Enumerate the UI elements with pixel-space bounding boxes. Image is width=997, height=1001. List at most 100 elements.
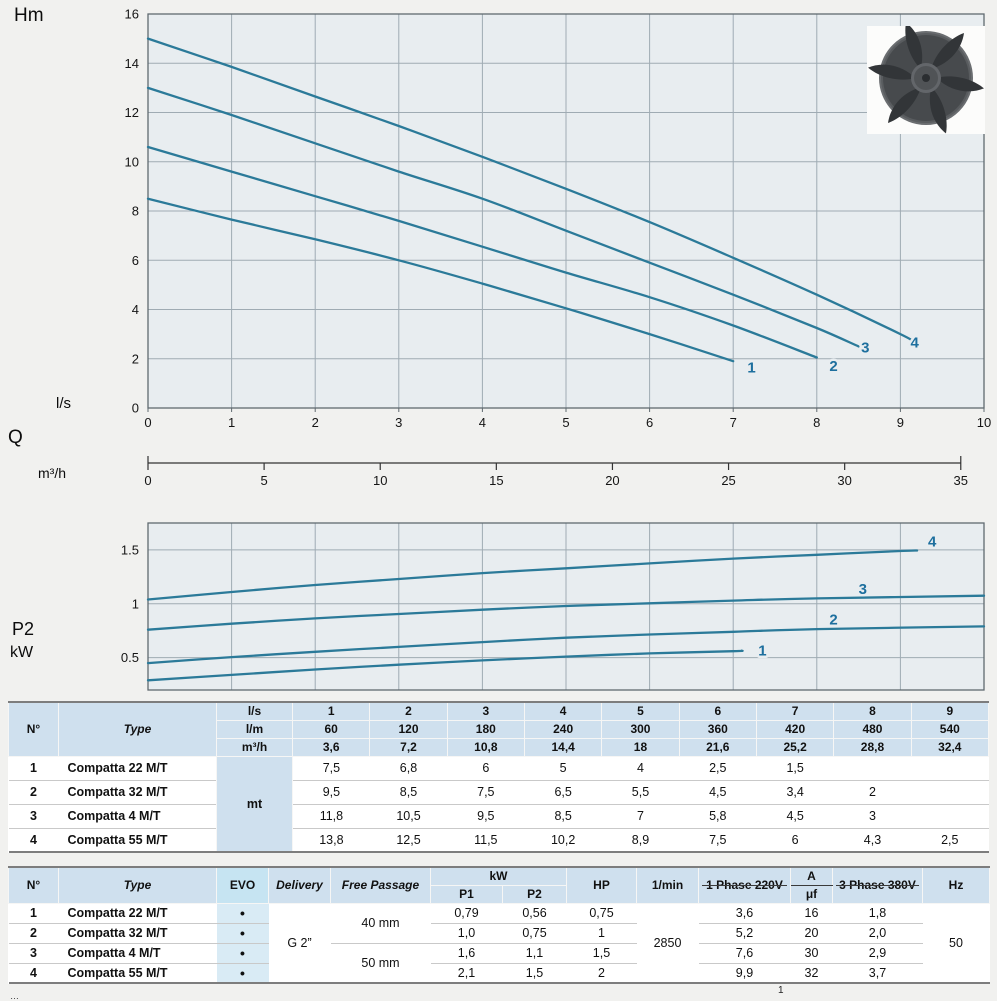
pump-type: Compatta 4 M/T xyxy=(58,942,217,963)
svg-text:1: 1 xyxy=(758,643,766,660)
flow-m3h-value: 21,6 xyxy=(678,737,757,757)
svg-text:1: 1 xyxy=(747,359,755,376)
evo-dot: • xyxy=(216,922,269,943)
svg-text:30: 30 xyxy=(837,473,851,488)
pump-head-row: 2 Compatta 32 M/T 9,5 8,5 7,5 6,5 5,5 4,… xyxy=(8,779,989,804)
header-hz: Hz xyxy=(922,866,990,904)
pump-spec-row: 4 Compatta 55 M/T • 2,1 1,5 2 9,9 32 3,7 xyxy=(8,962,990,983)
p2-value: 0,56 xyxy=(502,902,567,923)
flow-ls-value: 2 xyxy=(369,701,448,721)
head-value xyxy=(833,755,912,780)
flow-lm-value: 300 xyxy=(601,719,680,739)
amps-1phase-value: 7,6 xyxy=(698,942,791,963)
amps-3phase-value: 2,9 xyxy=(832,942,923,963)
header-1phase-220v: 1 Phase 220V xyxy=(698,866,791,904)
flow-ls-value: 9 xyxy=(910,701,990,721)
svg-text:25: 25 xyxy=(721,473,735,488)
pump-head-row: 3 Compatta 4 M/T 11,8 10,5 9,5 8,5 7 5,8… xyxy=(8,803,989,828)
pump-spec-row: 3 Compatta 4 M/T • 50 mm 1,6 1,1 1,5 7,6… xyxy=(8,942,990,983)
head-value: 5 xyxy=(524,755,602,780)
p1-value: 0,79 xyxy=(430,902,503,923)
svg-text:10: 10 xyxy=(977,415,991,430)
head-value: 8,9 xyxy=(601,827,680,852)
pump-head-row: 1 Compatta 22 M/T mt 7,5 6,8 6 5 4 2,5 1… xyxy=(8,755,989,852)
svg-text:1: 1 xyxy=(132,596,139,611)
header-type: Type xyxy=(58,701,217,757)
flow-lm-value: 240 xyxy=(523,719,603,739)
flow-m3h-value: 18 xyxy=(601,737,680,757)
head-value: 2,5 xyxy=(911,827,989,852)
uf-value: 32 xyxy=(790,962,833,983)
svg-text:10: 10 xyxy=(373,473,387,488)
performance-table: N° Type l/s 1 2 3 4 5 6 7 8 9 l/m 60 120… xyxy=(8,701,990,853)
header-delivery: Delivery xyxy=(268,866,331,904)
svg-text:4: 4 xyxy=(928,534,937,551)
flow-lm-value: 420 xyxy=(755,719,835,739)
pump-type: Compatta 32 M/T xyxy=(58,922,217,943)
flow-ls-value: 8 xyxy=(833,701,912,721)
p2-value: 1,5 xyxy=(502,962,567,983)
amps-3phase-value: 3,7 xyxy=(832,962,923,983)
head-value: 11,5 xyxy=(447,827,525,852)
specifications-table-header: N° Type EVO Delivery Free Passage kW HP … xyxy=(8,866,990,904)
p2-value: 0,75 xyxy=(502,922,567,943)
flow-m3h-value: 25,2 xyxy=(755,737,835,757)
p1-value: 1,0 xyxy=(430,922,503,943)
flow-ls-value: 4 xyxy=(523,701,603,721)
svg-text:8: 8 xyxy=(132,204,139,219)
header-rpm: 1/min xyxy=(636,866,699,904)
hp-value: 0,75 xyxy=(566,902,637,923)
amps-3phase-value: 1,8 xyxy=(832,902,923,923)
p2-value: 1,1 xyxy=(502,942,567,963)
head-unit-mt: mt xyxy=(216,755,293,852)
delivery-value: G 2” xyxy=(268,902,331,983)
head-value: 10,5 xyxy=(369,803,448,828)
p1-value: 1,6 xyxy=(430,942,503,963)
svg-text:4: 4 xyxy=(479,415,486,430)
header-uf: μf xyxy=(790,884,833,904)
svg-text:8: 8 xyxy=(813,415,820,430)
flow-ls-value: 3 xyxy=(446,701,525,721)
header-p2: P2 xyxy=(502,884,567,904)
head-value: 12,5 xyxy=(369,827,448,852)
flow-m3h-value: 32,4 xyxy=(910,737,990,757)
flow-ls-value: 6 xyxy=(678,701,757,721)
pump-type: Compatta 22 M/T xyxy=(58,755,217,780)
head-value: 6 xyxy=(447,755,525,780)
head-value: 8,5 xyxy=(524,803,602,828)
head-value: 4,5 xyxy=(756,803,834,828)
flow-ls-value: 1 xyxy=(291,701,371,721)
svg-text:0.5: 0.5 xyxy=(121,650,139,665)
pump-type: Compatta 4 M/T xyxy=(58,803,217,828)
svg-text:0: 0 xyxy=(144,473,151,488)
svg-text:10: 10 xyxy=(125,154,139,169)
pump-type: Compatta 55 M/T xyxy=(58,962,217,983)
hp-value: 1 xyxy=(566,922,637,943)
free-passage-value: 40 mm xyxy=(330,902,431,943)
svg-text:2: 2 xyxy=(132,351,139,366)
flow-unit-m3h-label: m³/h xyxy=(38,465,66,481)
head-value: 7,5 xyxy=(679,827,757,852)
head-value: 9,5 xyxy=(292,779,370,804)
pump-number: 4 xyxy=(8,827,59,852)
pump-number: 1 xyxy=(8,755,59,780)
head-value: 6,8 xyxy=(369,755,448,780)
head-value xyxy=(911,779,989,804)
flow-unit-ls-label: l/s xyxy=(56,395,71,412)
p1-value: 2,1 xyxy=(430,962,503,983)
pump-number: 3 xyxy=(8,942,59,963)
amps-3phase-value: 2,0 xyxy=(832,922,923,943)
flow-m3h-value: 3,6 xyxy=(291,737,371,757)
svg-text:14: 14 xyxy=(125,56,139,71)
power-flow-chart: 0.5 1 1.5 1 2 3 4 xyxy=(121,522,986,691)
svg-text:15: 15 xyxy=(489,473,503,488)
header-n: N° xyxy=(8,866,59,904)
specifications-table: N° Type EVO Delivery Free Passage kW HP … xyxy=(8,866,990,984)
header-free-passage: Free Passage xyxy=(330,866,431,904)
hp-value: 2 xyxy=(566,962,637,983)
flow-lm-value: 120 xyxy=(369,719,448,739)
pump-head-row: 4 Compatta 55 M/T 13,8 12,5 11,5 10,2 8,… xyxy=(8,827,989,852)
pump-number: 2 xyxy=(8,779,59,804)
head-value: 13,8 xyxy=(292,827,370,852)
